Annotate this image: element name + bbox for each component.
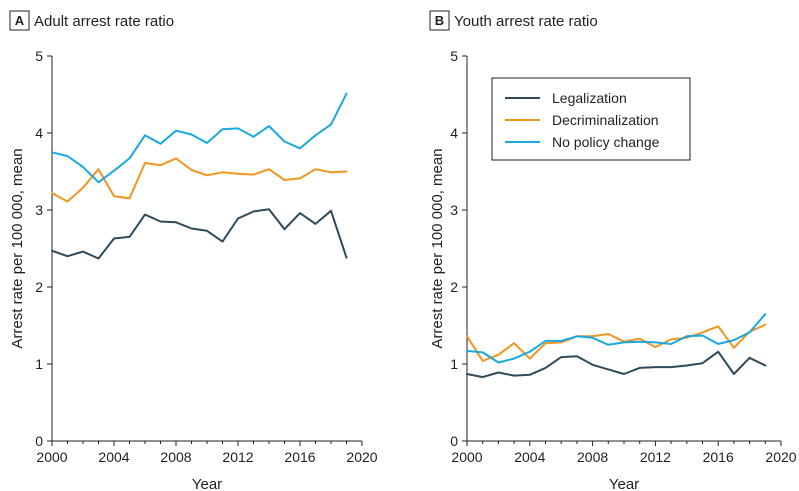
panel-a-x-tick-label: 2008 <box>160 449 191 465</box>
panel-a-y-tick-label: 1 <box>35 356 43 372</box>
panel-b-y-tick-label: 5 <box>450 48 458 64</box>
panel-b-letter-box <box>429 10 450 31</box>
panel-b-x-tick-label: 2020 <box>765 449 796 465</box>
panel-a-y-tick-label: 5 <box>35 48 43 64</box>
panel-b-x-tick-label: 2012 <box>640 449 671 465</box>
panel-a-x-tick-label: 2000 <box>36 449 67 465</box>
legend-label-no-policy-change: No policy change <box>552 134 660 150</box>
panel-a-y-axis-label: Arrest rate per 100 000, mean <box>9 148 26 348</box>
panel-b-y-tick-label: 1 <box>450 356 458 372</box>
panel-a-title: Adult arrest rate ratio <box>34 13 174 30</box>
legend-label-decriminalization: Decriminalization <box>552 112 659 128</box>
legend-box <box>491 77 691 161</box>
panel-a: A Adult arrest rate ratio 0 1 2 3 4 5 2000 2004 20… <box>9 10 378 491</box>
panel-a-line-no-policy-change <box>51 92 348 184</box>
legend-label-legalization: Legalization <box>552 90 627 106</box>
panel-b-y-tick-label: 4 <box>450 125 458 141</box>
panel-a-line-decriminalization <box>51 157 348 203</box>
panel-b-y-tick-label: 3 <box>450 202 458 218</box>
panel-b-y-tick-label: 0 <box>450 433 458 449</box>
panel-a-y-tick-label: 4 <box>35 125 43 141</box>
panel-a-letter-box <box>9 10 30 31</box>
panel-b-line-no-policy-change <box>466 313 767 364</box>
panel-b-line-decriminalization <box>466 323 767 362</box>
panel-b-title: Youth arrest rate ratio <box>454 13 598 30</box>
panel-b-y-axis-label: Arrest rate per 100 000, mean <box>429 148 446 348</box>
panel-b-letter: B <box>435 13 444 28</box>
panel-a-y-tick-label: 2 <box>35 279 43 295</box>
panel-b-x-tick-label: 2000 <box>451 449 482 465</box>
panel-a-x-tick-label: 2020 <box>346 449 377 465</box>
panel-b-x-tick-label: 2016 <box>703 449 734 465</box>
panel-b-x-tick-label: 2004 <box>514 449 545 465</box>
panel-a-y-tick-label: 3 <box>35 202 43 218</box>
panel-b-legend: Legalization Decriminalization No policy c… <box>491 77 691 161</box>
panel-a-letter: A <box>15 13 25 28</box>
panel-b-line-legalization <box>466 350 767 379</box>
panel-a-x-axis-label: Year <box>192 476 222 491</box>
panel-b-y-tick-label: 2 <box>450 279 458 295</box>
panel-a-x-tick-label: 2016 <box>284 449 315 465</box>
panel-a-y-tick-label: 0 <box>35 433 43 449</box>
panel-b-x-tick-label: 2008 <box>577 449 608 465</box>
panel-a-x-tick-label: 2012 <box>222 449 253 465</box>
panel-b: B Youth arrest rate ratio 0 1 2 3 4 5 2000 2004 20… <box>429 10 797 491</box>
panel-b-x-axis-label: Year <box>609 476 639 491</box>
panel-a-line-legalization <box>51 208 348 260</box>
panel-a-x-tick-label: 2004 <box>98 449 129 465</box>
